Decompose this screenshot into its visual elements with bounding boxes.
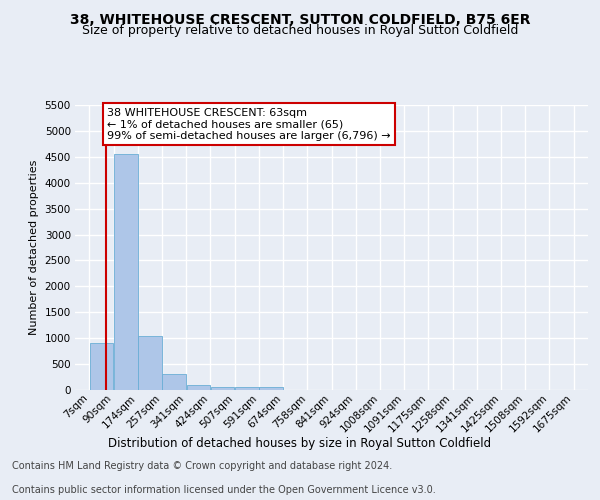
Bar bbox=[187, 386, 211, 390]
Bar bbox=[211, 387, 235, 390]
Text: Distribution of detached houses by size in Royal Sutton Coldfield: Distribution of detached houses by size … bbox=[109, 438, 491, 450]
Text: Contains public sector information licensed under the Open Government Licence v3: Contains public sector information licen… bbox=[12, 485, 436, 495]
Y-axis label: Number of detached properties: Number of detached properties bbox=[29, 160, 39, 335]
Text: 38 WHITEHOUSE CRESCENT: 63sqm
← 1% of detached houses are smaller (65)
99% of se: 38 WHITEHOUSE CRESCENT: 63sqm ← 1% of de… bbox=[107, 108, 391, 141]
Bar bbox=[138, 336, 162, 390]
Text: Contains HM Land Registry data © Crown copyright and database right 2024.: Contains HM Land Registry data © Crown c… bbox=[12, 461, 392, 471]
Bar bbox=[162, 374, 186, 390]
Text: Size of property relative to detached houses in Royal Sutton Coldfield: Size of property relative to detached ho… bbox=[82, 24, 518, 37]
Bar bbox=[259, 388, 283, 390]
Bar bbox=[235, 388, 259, 390]
Bar bbox=[113, 154, 137, 390]
Text: 38, WHITEHOUSE CRESCENT, SUTTON COLDFIELD, B75 6ER: 38, WHITEHOUSE CRESCENT, SUTTON COLDFIEL… bbox=[70, 12, 530, 26]
Bar bbox=[89, 344, 113, 390]
